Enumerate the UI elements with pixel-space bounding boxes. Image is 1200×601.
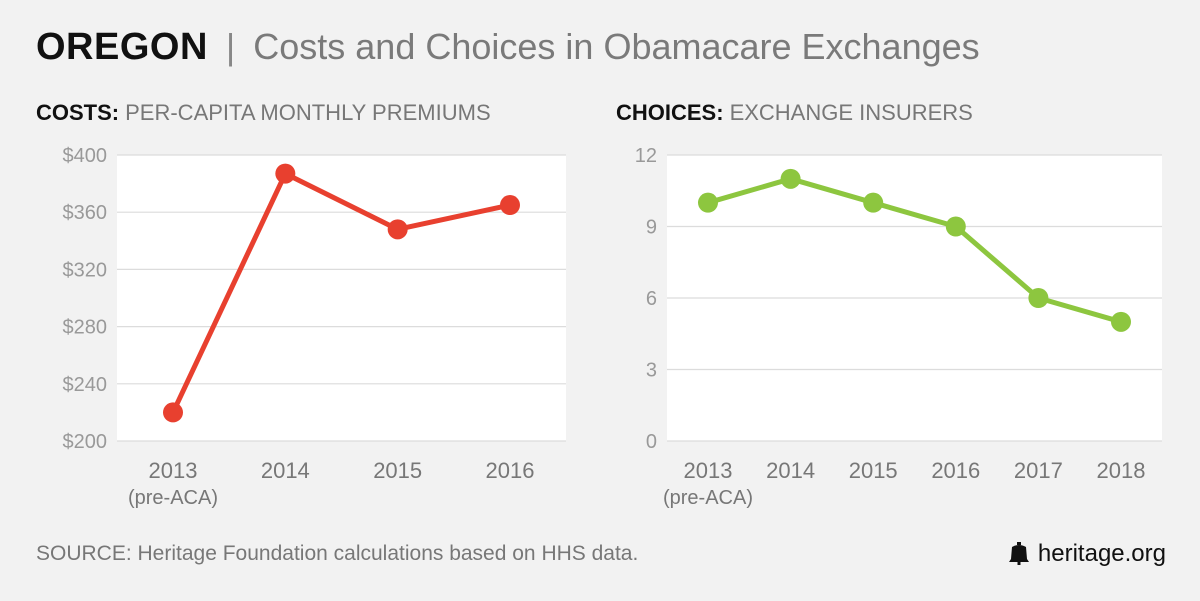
choices-ytick-label: 9 [646,217,657,239]
chart-header: OREGON | Costs and Choices in Obamacare … [36,26,980,69]
choices-data-point [780,168,801,189]
choices-xtick-label: 2015 [849,458,898,483]
costs-data-point [163,402,183,423]
costs-ytick-label: $200 [63,431,108,453]
costs-xtick-label: 2013 [149,458,198,483]
choices-data-point [945,216,966,237]
choices-data-point [863,192,884,213]
chart-main-title: Costs and Choices in Obamacare Exchanges [253,26,980,67]
costs-xtick-label: 2015 [373,458,422,483]
choices-xtick-label: 2016 [931,458,980,483]
title-separator: | [225,26,236,67]
brand-text: heritage.org [1037,540,1166,567]
choices-ytick-label: 6 [646,288,657,310]
state-name: OREGON [36,26,208,68]
choices-ytick-label: 12 [635,145,657,167]
source-note: SOURCE: Heritage Foundation calculations… [36,542,639,565]
choices-title-rest: EXCHANGE INSURERS [729,100,973,125]
choices-xtick-label: 2013 [684,458,733,483]
choices-data-point [1111,311,1131,332]
costs-data-point [500,195,520,216]
choices-series-line [705,176,1124,325]
choices-xtick-label: 2017 [1014,458,1063,483]
costs-ytick-label: $320 [63,259,108,281]
costs-ytick-label: $280 [63,317,108,339]
choices-xtick-label: 2018 [1097,458,1146,483]
costs-ytick-label: $240 [63,374,108,396]
costs-series-line [170,171,513,415]
costs-xtick-sublabel: (pre-ACA) [128,487,218,509]
choices-title-bold: CHOICES: [616,100,724,125]
choices-xtick-label: 2014 [766,458,815,483]
choices-ytick-label: 3 [646,360,657,382]
choices-ytick-label: 0 [646,431,657,453]
costs-panel-title: COSTS: PER-CAPITA MONTHLY PREMIUMS [36,100,491,126]
costs-data-point [275,163,296,184]
costs-xtick-label: 2014 [261,458,310,483]
costs-title-rest: PER-CAPITA MONTHLY PREMIUMS [125,100,491,125]
costs-data-point [387,219,408,240]
choices-data-point [698,192,718,213]
costs-title-bold: COSTS: [36,100,120,125]
liberty-bell-icon [1008,542,1029,565]
choices-line-chart: 0 3 6 9 12 2013 (pre-ACA) 2014 2015 2016 2017 2018 [635,145,1162,509]
costs-xtick-label: 2016 [486,458,535,483]
choices-panel-title: CHOICES: EXCHANGE INSURERS [616,100,973,126]
costs-line-chart: $200 $240 $280 $320 $360 $400 2013 (pre-ACA) 201… [63,145,566,509]
choices-xtick-sublabel: (pre-ACA) [663,487,753,509]
costs-ytick-label: $400 [63,145,108,167]
choices-data-point [1028,288,1049,308]
costs-ytick-label: $360 [63,202,108,224]
brand-logo[interactable]: heritage.org [1008,540,1166,568]
